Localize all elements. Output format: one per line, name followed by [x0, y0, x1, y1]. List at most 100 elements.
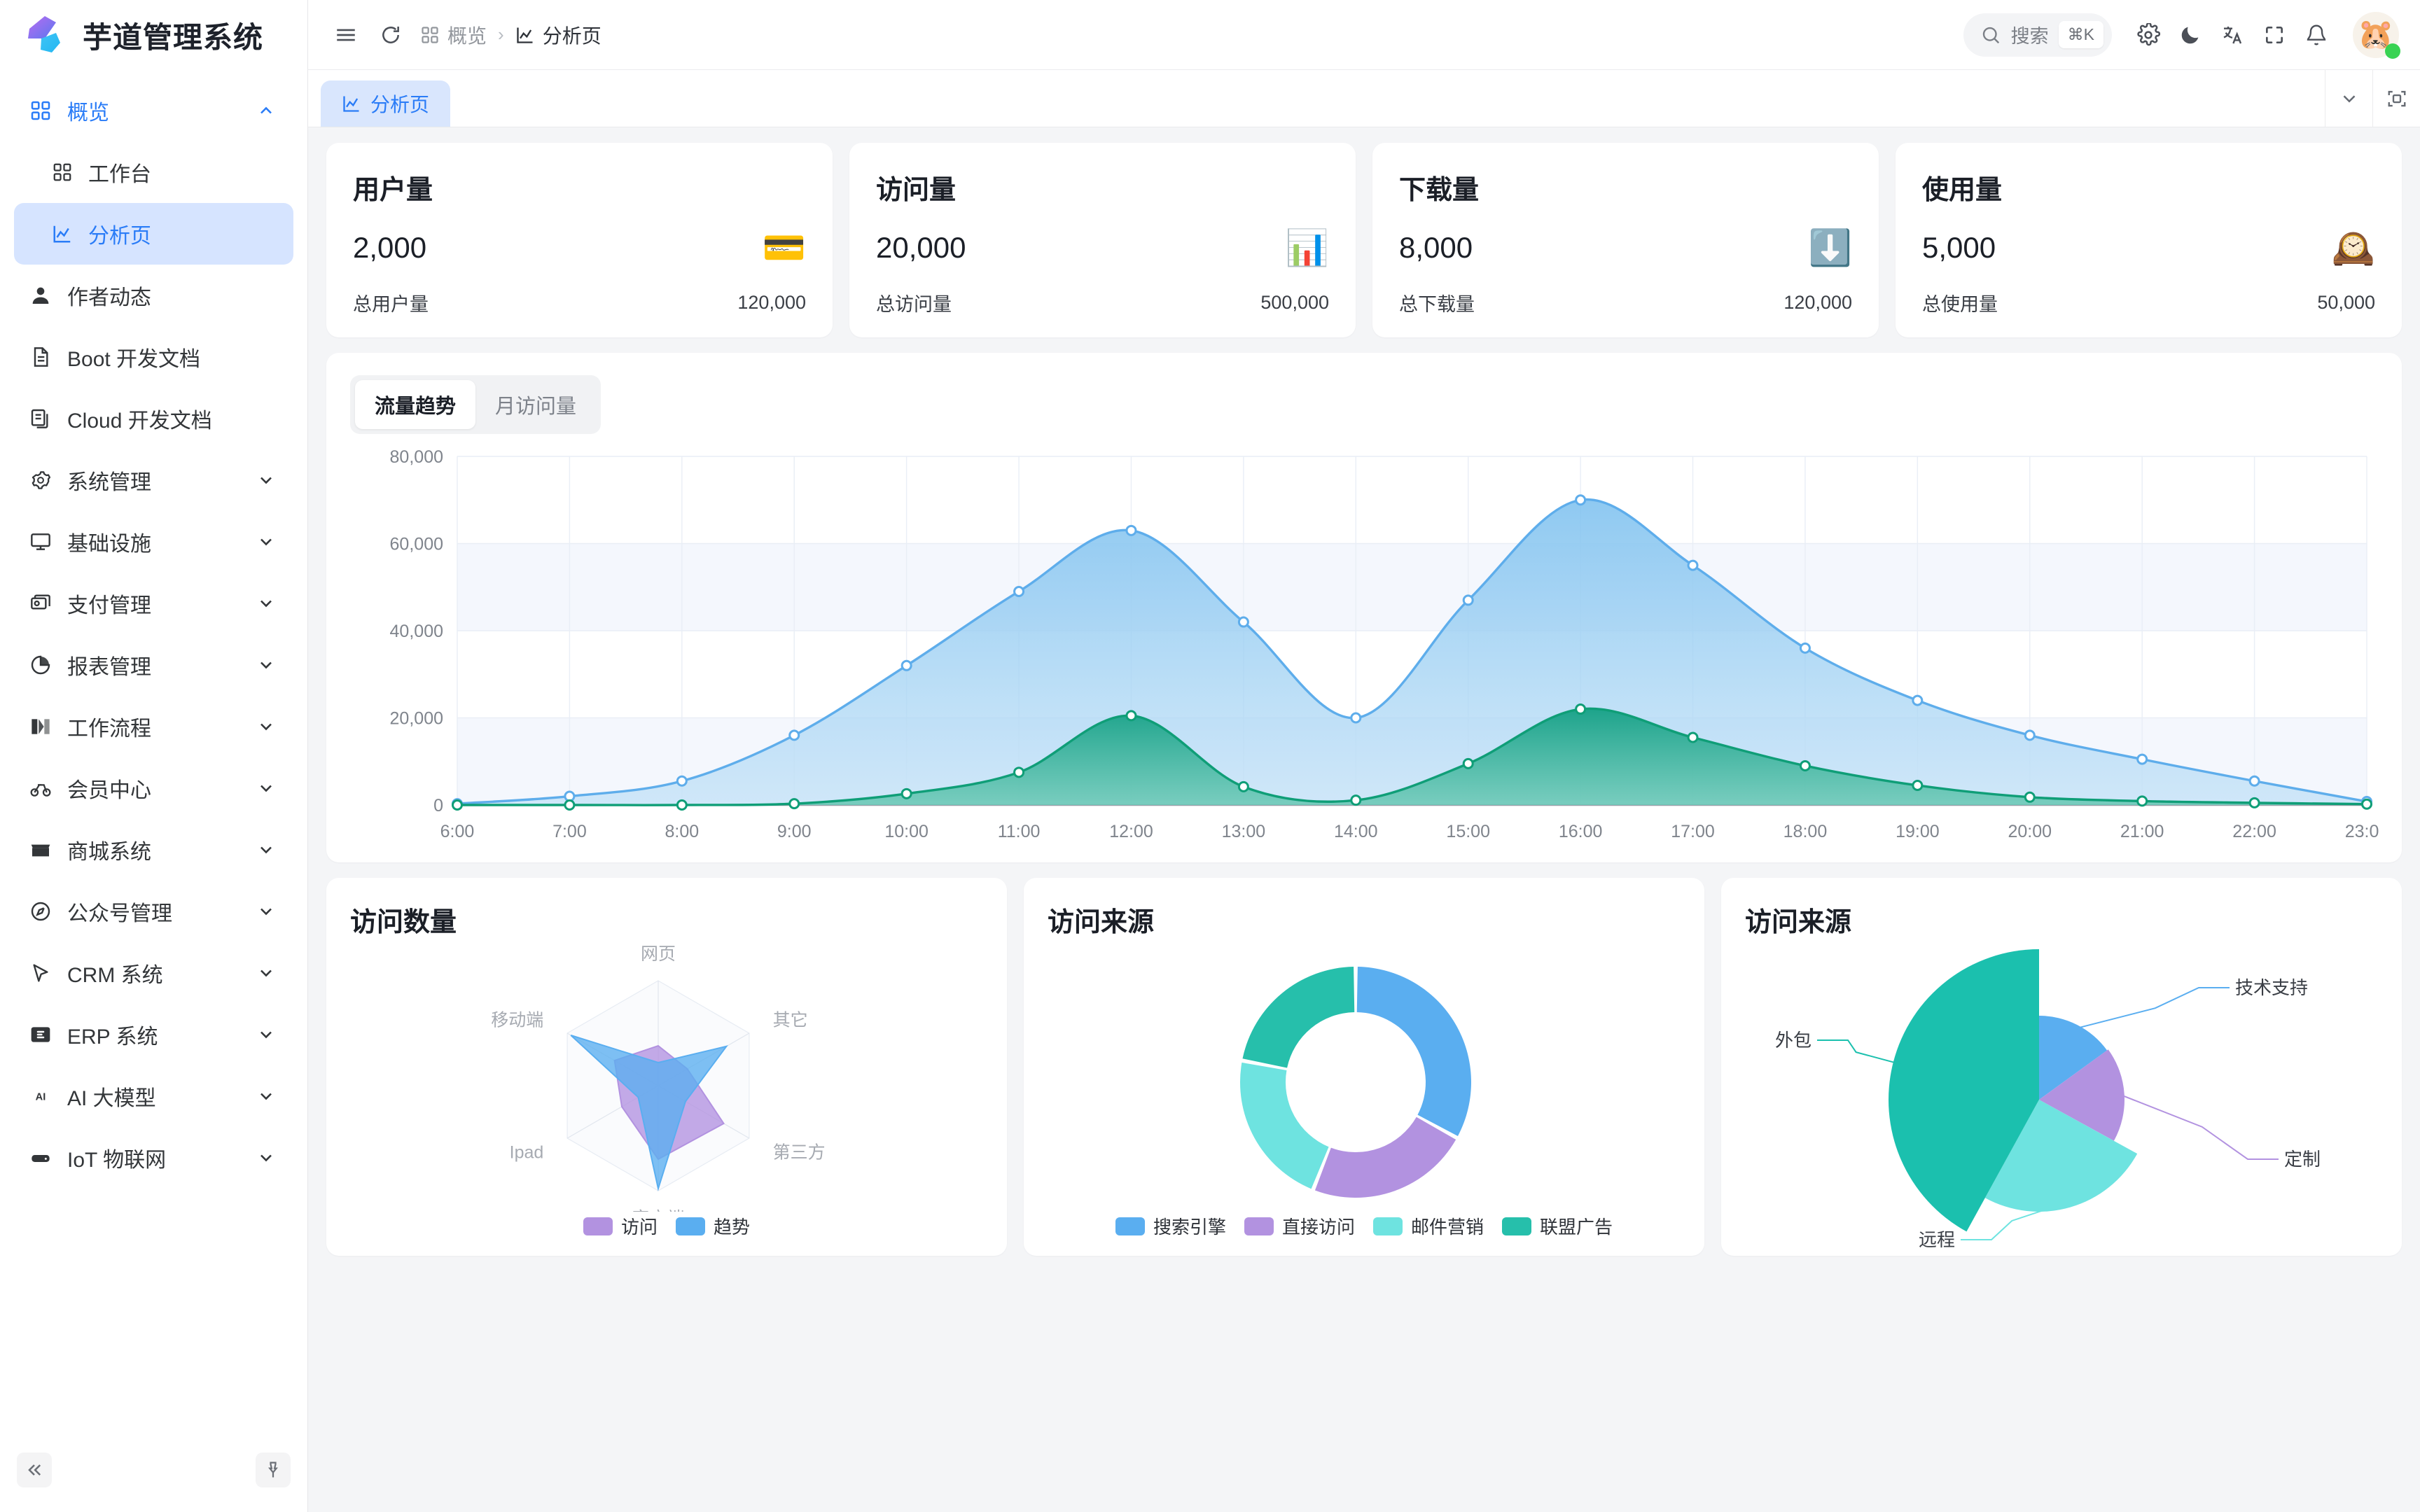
trend-tabs: 流量趋势 月访问量 — [350, 375, 601, 434]
sidebar-item-workbench[interactable]: 工作台 — [14, 141, 293, 203]
sidebar-item-mall[interactable]: 商城系统 — [14, 819, 293, 881]
document-icon — [29, 346, 60, 368]
sidebar-item-ai[interactable]: AI AI 大模型 — [14, 1065, 293, 1127]
svg-text:8:00: 8:00 — [665, 822, 699, 841]
stat-card-usage: 使用量 5,000 🕰️ 总使用量 50,000 — [1896, 143, 2402, 337]
main-area: 概览 › 分析页 — [308, 0, 2420, 1512]
refresh-icon[interactable] — [373, 17, 409, 53]
legend-item[interactable]: 趋势 — [676, 1213, 750, 1239]
svg-text:其它: 其它 — [773, 1011, 808, 1030]
card-foot-value: 120,000 — [737, 292, 806, 313]
sidebar-item-label: 系统管理 — [67, 471, 151, 494]
shop-icon — [29, 839, 60, 861]
breadcrumb-item-overview[interactable]: 概览 — [420, 21, 487, 49]
sidebar-item-label: 支付管理 — [67, 594, 151, 617]
sidebar-item-label: 公众号管理 — [67, 902, 172, 925]
moon-icon[interactable] — [2172, 17, 2209, 53]
topbar: 概览 › 分析页 — [308, 0, 2420, 70]
card-foot-label: 总下载量 — [1399, 294, 1475, 315]
chart-icon — [52, 223, 81, 244]
chevron-down-icon — [254, 776, 278, 800]
trend-tab-monthly[interactable]: 月访问量 — [495, 396, 577, 418]
pin-icon — [268, 1462, 278, 1478]
svg-text:11:00: 11:00 — [998, 822, 1041, 841]
svg-text:远程: 远程 — [1919, 1229, 1955, 1250]
sidebar-item-crm[interactable]: CRM 系统 — [14, 942, 293, 1004]
sidebar-item-label: IoT 物联网 — [67, 1149, 167, 1172]
taro-logo-icon — [24, 13, 67, 57]
bike-icon — [29, 777, 60, 799]
expand-icon[interactable] — [2256, 17, 2293, 53]
card-foot-label: 总访问量 — [876, 294, 952, 315]
sidebar-item-erp[interactable]: ERP 系统 — [14, 1004, 293, 1065]
tab-fullscreen-button[interactable] — [2372, 70, 2420, 127]
svg-text:80,000: 80,000 — [390, 447, 443, 467]
sidebar-item-workflow[interactable]: 工作流程 — [14, 696, 293, 757]
sidebar: 芋道管理系统 概览 — [0, 0, 308, 1512]
doughnut-legend: 搜索引擎 直接访问 邮件营销 联盟广告 — [1048, 1213, 1681, 1239]
card-value: 2,000 — [353, 231, 427, 264]
sidebar-item-overview[interactable]: 概览 — [14, 80, 293, 141]
svg-text:21:00: 21:00 — [2120, 822, 2164, 841]
legend-item[interactable]: 邮件营销 — [1373, 1213, 1484, 1239]
tab-dropdown-button[interactable] — [2325, 70, 2372, 127]
translate-icon[interactable] — [2214, 17, 2251, 53]
sidebar-item-mp[interactable]: 公众号管理 — [14, 881, 293, 942]
sidebar-item-label: AI 大模型 — [67, 1087, 156, 1110]
chevron-down-icon — [254, 961, 278, 985]
legend-label: 访问 — [620, 1217, 658, 1238]
sidebar-item-author-news[interactable]: 作者动态 — [14, 265, 293, 326]
card-value: 20,000 — [876, 231, 966, 264]
sidebar-item-system[interactable]: 系统管理 — [14, 449, 293, 511]
trend-tab-traffic[interactable]: 流量趋势 — [355, 380, 476, 429]
legend-swatch — [1502, 1217, 1532, 1236]
search-shortcut: ⌘K — [2058, 21, 2103, 48]
sidebar-item-label: Cloud 开发文档 — [67, 410, 212, 433]
legend-item[interactable]: 访问 — [583, 1213, 658, 1239]
panel-title: 访问来源 — [1048, 908, 1155, 937]
svg-text:13:00: 13:00 — [1222, 822, 1266, 841]
sidebar-item-infrastructure[interactable]: 基础设施 — [14, 511, 293, 573]
sidebar-collapse-button[interactable] — [17, 1452, 52, 1488]
sidebar-item-boot-doc[interactable]: Boot 开发文档 — [14, 326, 293, 388]
sidebar-pin-button[interactable] — [256, 1452, 291, 1488]
hamburger-icon[interactable] — [328, 17, 364, 53]
sidebar-item-payment[interactable]: 支付管理 — [14, 573, 293, 634]
sidebar-item-analysis[interactable]: 分析页 — [14, 203, 293, 265]
erp-badge-icon — [29, 1023, 60, 1046]
chart-icon — [515, 25, 535, 45]
rose-pie-chart: 技术支持 定制 远程 外包 — [1745, 939, 2378, 1254]
sidebar-item-label: 概览 — [67, 102, 109, 125]
svg-text:20:00: 20:00 — [2008, 822, 2052, 841]
svg-text:15:00: 15:00 — [1446, 822, 1490, 841]
sidebar-item-iot[interactable]: IoT 物联网 — [14, 1127, 293, 1189]
avatar[interactable]: 🐹 — [2353, 11, 2400, 59]
sidebar-item-label: 商城系统 — [67, 841, 151, 864]
sidebar-item-cloud-doc[interactable]: Cloud 开发文档 — [14, 388, 293, 449]
sidebar-item-report[interactable]: 报表管理 — [14, 634, 293, 696]
svg-text:23:00: 23:00 — [2345, 822, 2379, 841]
svg-text:0: 0 — [433, 796, 443, 816]
legend-item[interactable]: 搜索引擎 — [1115, 1213, 1226, 1239]
topbar-actions: 搜索 ⌘K — [1963, 11, 2400, 59]
chevron-down-icon — [254, 468, 278, 492]
svg-text:移动端: 移动端 — [491, 1011, 543, 1030]
search-icon — [1980, 24, 2001, 46]
breadcrumb-item-analysis[interactable]: 分析页 — [515, 21, 601, 49]
bell-icon[interactable] — [2298, 17, 2335, 53]
card-value: 8,000 — [1399, 231, 1473, 264]
svg-text:10:00: 10:00 — [884, 822, 929, 841]
legend-item[interactable]: 联盟广告 — [1502, 1213, 1613, 1239]
tab-analysis[interactable]: 分析页 — [321, 80, 451, 127]
card-title: 用户量 — [353, 176, 433, 205]
chevron-up-icon — [254, 99, 278, 122]
card-value: 5,000 — [1922, 231, 1996, 264]
sidebar-item-member[interactable]: 会员中心 — [14, 757, 293, 819]
legend-item[interactable]: 直接访问 — [1244, 1213, 1355, 1239]
svg-text:7:00: 7:00 — [552, 822, 587, 841]
sidebar-menu: 概览 工作台 — [0, 70, 307, 1428]
search-button[interactable]: 搜索 ⌘K — [1963, 13, 2112, 57]
gear-icon[interactable] — [2130, 17, 2167, 53]
sidebar-item-label: Boot 开发文档 — [67, 348, 201, 371]
brand[interactable]: 芋道管理系统 — [0, 0, 307, 70]
